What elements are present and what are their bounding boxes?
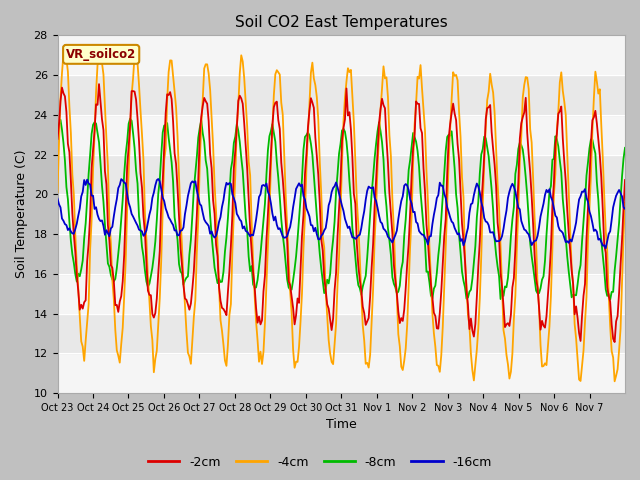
-4cm: [460, 194, 467, 200]
-4cm: [74, 286, 82, 291]
Bar: [58, 313, 625, 353]
Line: -16cm: -16cm: [58, 179, 625, 248]
-2cm: [620, 205, 627, 211]
-2cm: [460, 238, 467, 243]
Line: -4cm: -4cm: [58, 53, 625, 381]
Text: VR_soilco2: VR_soilco2: [66, 48, 136, 61]
-16cm: [621, 206, 629, 212]
-4cm: [621, 200, 629, 206]
-16cm: [54, 196, 61, 202]
-4cm: [92, 89, 100, 95]
Bar: [58, 155, 625, 194]
Line: -2cm: -2cm: [58, 84, 625, 342]
-2cm: [611, 339, 618, 345]
-8cm: [54, 126, 61, 132]
-16cm: [73, 221, 81, 227]
-16cm: [347, 230, 355, 236]
-4cm: [620, 233, 627, 239]
-16cm: [154, 176, 162, 182]
-2cm: [95, 81, 103, 87]
-8cm: [73, 279, 81, 285]
-8cm: [544, 211, 552, 216]
-2cm: [347, 126, 355, 132]
-16cm: [91, 206, 99, 212]
Bar: [58, 75, 625, 115]
-4cm: [611, 378, 618, 384]
-8cm: [621, 145, 629, 151]
-4cm: [54, 190, 61, 195]
-16cm: [620, 204, 627, 210]
-2cm: [73, 273, 81, 278]
Bar: [58, 353, 625, 393]
-8cm: [460, 278, 467, 284]
Bar: [58, 234, 625, 274]
-16cm: [460, 242, 467, 248]
-8cm: [347, 197, 355, 203]
Bar: [58, 274, 625, 313]
Title: Soil CO2 East Temperatures: Soil CO2 East Temperatures: [235, 15, 447, 30]
-4cm: [347, 67, 355, 73]
-8cm: [620, 156, 627, 161]
-16cm: [544, 189, 552, 195]
Y-axis label: Soil Temperature (C): Soil Temperature (C): [15, 150, 28, 278]
-8cm: [606, 297, 614, 302]
-4cm: [544, 343, 552, 349]
-8cm: [91, 120, 99, 125]
-2cm: [544, 292, 552, 298]
-2cm: [91, 127, 99, 133]
X-axis label: Time: Time: [326, 419, 356, 432]
Legend: -2cm, -4cm, -8cm, -16cm: -2cm, -4cm, -8cm, -16cm: [143, 451, 497, 474]
Bar: [58, 194, 625, 234]
-8cm: [126, 116, 134, 121]
-2cm: [54, 136, 61, 142]
Bar: [58, 115, 625, 155]
Bar: [58, 36, 625, 75]
-2cm: [621, 177, 629, 183]
-4cm: [61, 50, 68, 56]
-16cm: [602, 245, 609, 251]
Line: -8cm: -8cm: [58, 119, 625, 300]
